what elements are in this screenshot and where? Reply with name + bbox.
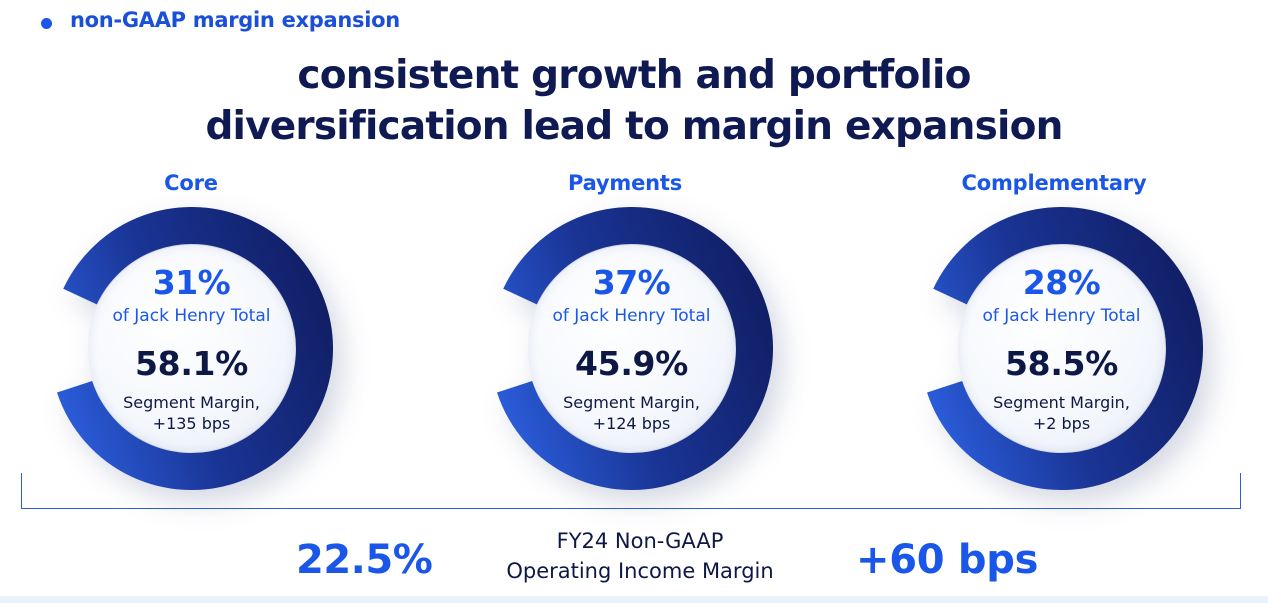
- fy24-operating-margin-label: FY24 Non-GAAP Operating Income Margin: [460, 526, 820, 586]
- share-label: of Jack Henry Total: [552, 306, 711, 326]
- segment-margin-percent: 58.1%: [135, 344, 248, 383]
- segment-margin-label: Segment Margin, +2 bps: [920, 392, 1203, 434]
- share-label: of Jack Henry Total: [112, 306, 271, 326]
- segment-margin-label: Segment Margin, +124 bps: [490, 392, 773, 434]
- segment-margin-percent: 58.5%: [1005, 344, 1118, 383]
- fy24-operating-margin-value: 22.5%: [296, 537, 433, 583]
- ring-arc-graphic: [490, 207, 773, 490]
- headline-line-2: diversification lead to margin expansion: [205, 104, 1063, 149]
- share-label: of Jack Henry Total: [982, 306, 1141, 326]
- segment-ring-payments: 37% of Jack Henry Total 45.9% Segment Ma…: [490, 207, 773, 490]
- segment-title-core: Core: [164, 171, 218, 195]
- bullet-dot-icon: [41, 18, 52, 29]
- ring-arc-graphic: [920, 207, 1203, 490]
- margin-change-text: +2 bps: [1032, 414, 1091, 433]
- share-percent: 37%: [592, 263, 671, 302]
- fy24-label-line-1: FY24 Non-GAAP: [556, 529, 724, 553]
- segment-margin-percent: 45.9%: [575, 344, 688, 383]
- fy24-label-line-2: Operating Income Margin: [506, 559, 774, 583]
- section-label: non-GAAP margin expansion: [70, 8, 400, 32]
- share-percent: 28%: [1022, 263, 1101, 302]
- page-title: consistent growth and portfolio diversif…: [0, 50, 1268, 152]
- ring-center: [958, 245, 1165, 452]
- margin-label-text: Segment Margin,: [563, 393, 700, 412]
- headline-line-1: consistent growth and portfolio: [297, 53, 971, 98]
- ring-center: [528, 245, 735, 452]
- ring-arc-graphic: [50, 207, 333, 490]
- margin-label-text: Segment Margin,: [123, 393, 260, 412]
- segment-ring-core: 31% of Jack Henry Total 58.1% Segment Ma…: [50, 207, 333, 490]
- margin-change-text: +135 bps: [152, 414, 231, 433]
- segment-title-payments: Payments: [567, 171, 683, 195]
- fy24-margin-change: +60 bps: [856, 537, 1039, 583]
- margin-label-text: Segment Margin,: [993, 393, 1130, 412]
- ring-center: [88, 245, 295, 452]
- share-percent: 31%: [152, 263, 231, 302]
- footer-band: [0, 596, 1268, 603]
- segment-margin-label: Segment Margin, +135 bps: [50, 392, 333, 434]
- margin-change-text: +124 bps: [592, 414, 671, 433]
- segment-title-complementary: Complementary: [961, 171, 1147, 195]
- segment-ring-complementary: 28% of Jack Henry Total 58.5% Segment Ma…: [920, 207, 1203, 490]
- summary-bracket: [21, 473, 1241, 509]
